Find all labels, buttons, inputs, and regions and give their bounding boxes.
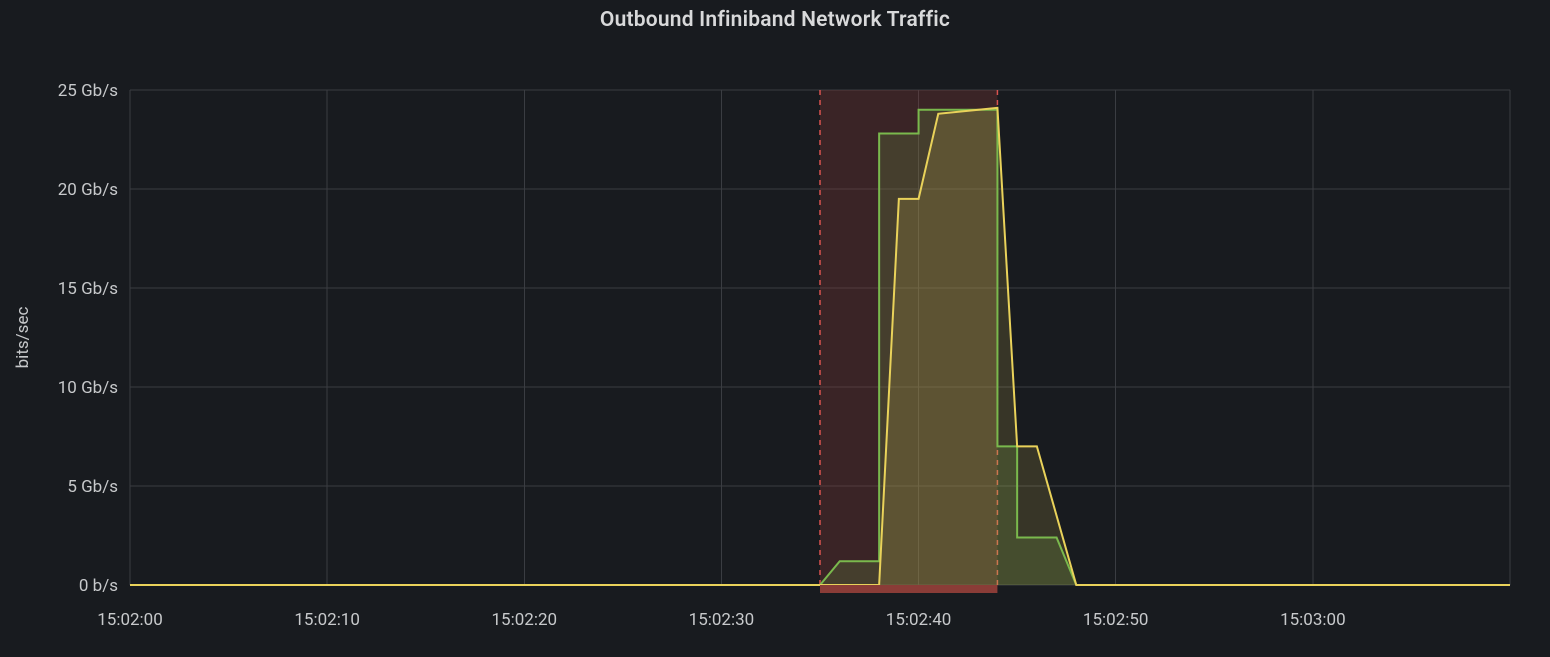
y-tick-label: 15 Gb/s [58,279,118,299]
y-tick-label: 25 Gb/s [58,81,118,101]
chart-panel: Outbound Infiniband Network Traffic 0 b/… [0,0,1550,657]
y-tick-label: 20 Gb/s [58,180,118,200]
chart-area[interactable]: 0 b/s 5 Gb/s 10 Gb/s 15 Gb/s 20 Gb/s 25 Gb/s 1… [0,40,1550,657]
x-tick-label: 15:02:40 [886,610,952,630]
y-axis-title: bits/sec [13,307,33,369]
x-tick-label: 15:03:00 [1280,610,1346,630]
x-tick-label: 15:02:20 [492,610,558,630]
chart-title: Outbound Infiniband Network Traffic [0,0,1550,32]
x-tick-label: 15:02:00 [97,610,163,630]
chart-bg [0,40,1550,657]
annotation-bar [820,585,997,593]
x-tick-label: 15:02:10 [294,610,360,630]
x-tick-label: 15:02:50 [1083,610,1149,630]
y-tick-label: 0 b/s [79,576,118,596]
chart-svg[interactable]: 0 b/s 5 Gb/s 10 Gb/s 15 Gb/s 20 Gb/s 25 Gb/s 1… [0,40,1550,657]
y-tick-label: 10 Gb/s [58,378,118,398]
x-tick-label: 15:02:30 [689,610,755,630]
y-tick-label: 5 Gb/s [67,477,118,497]
